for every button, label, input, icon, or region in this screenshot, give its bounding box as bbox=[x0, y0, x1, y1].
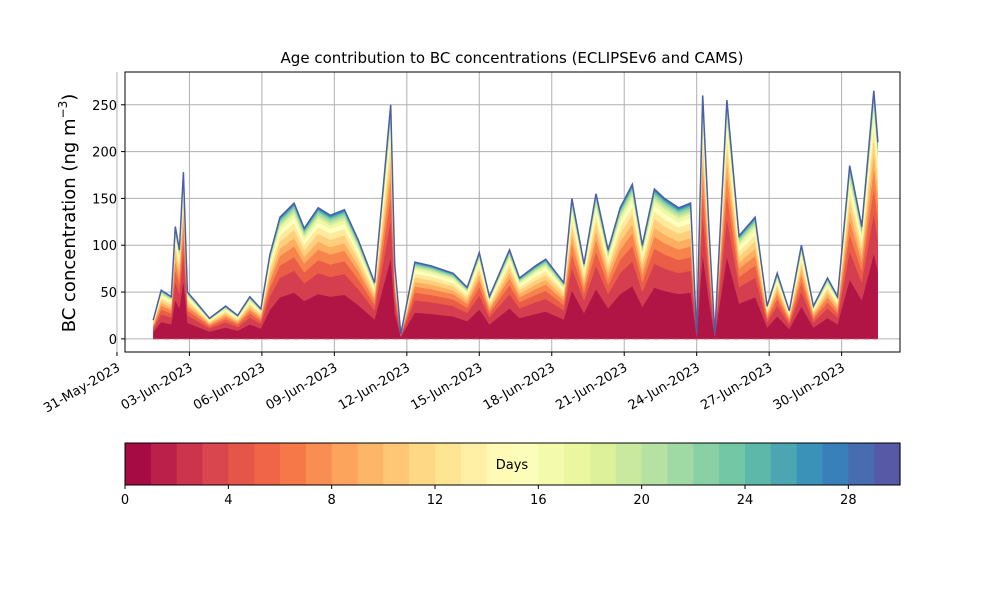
colorbar-swatch bbox=[822, 443, 849, 485]
colorbar-swatch bbox=[667, 443, 694, 485]
x-tick-label: 12-Jun-2023 bbox=[336, 360, 413, 413]
x-tick-label: 09-Jun-2023 bbox=[264, 360, 341, 413]
colorbar-swatch bbox=[693, 443, 720, 485]
colorbar-swatch bbox=[331, 443, 359, 485]
colorbar-tick-label: 8 bbox=[328, 493, 336, 508]
y-tick-label: 150 bbox=[92, 192, 117, 207]
colorbar-swatch bbox=[641, 443, 669, 485]
plot-frame bbox=[124, 71, 901, 353]
y-tick-label: 250 bbox=[92, 99, 117, 114]
x-tick-label: 21-Jun-2023 bbox=[553, 360, 630, 413]
x-tick-label: 30-Jun-2023 bbox=[771, 360, 848, 413]
x-tick-label: 27-Jun-2023 bbox=[698, 360, 775, 413]
colorbar-swatch bbox=[874, 443, 901, 485]
x-tick-label: 15-Jun-2023 bbox=[408, 360, 485, 413]
colorbar-swatch bbox=[848, 443, 875, 485]
y-axis-label: BC concentration (ng m−3) bbox=[56, 94, 80, 333]
y-tick-label: 0 bbox=[109, 333, 117, 348]
colorbar-frame bbox=[124, 442, 901, 486]
age-band-area bbox=[153, 254, 878, 339]
colorbar-swatch bbox=[176, 443, 204, 485]
colorbar-swatch bbox=[435, 443, 462, 485]
x-tick-label: 03-Jun-2023 bbox=[119, 360, 196, 413]
colorbar-tick-label: 16 bbox=[530, 493, 547, 508]
colorbar-tick-label: 24 bbox=[737, 493, 754, 508]
colorbar-swatch bbox=[538, 443, 565, 485]
y-axis-ticks: 0 50 100 150 200 250 bbox=[92, 99, 125, 348]
colorbar-swatch bbox=[357, 443, 384, 485]
colorbar-swatch bbox=[796, 443, 824, 485]
colorbar-swatch bbox=[719, 443, 746, 485]
y-tick-label: 100 bbox=[92, 239, 117, 254]
y-tick-label: 200 bbox=[92, 146, 117, 161]
colorbar-tick-label: 0 bbox=[121, 493, 129, 508]
x-axis-ticks: 31-May-202303-Jun-202306-Jun-202309-Jun-… bbox=[41, 352, 848, 416]
colorbar-tick-label: 28 bbox=[840, 493, 857, 508]
colorbar-ticks: 0 4 8 12 16 20 24 28 bbox=[121, 485, 857, 508]
colorbar-swatch bbox=[125, 443, 152, 485]
x-tick-label: 31-May-2023 bbox=[41, 360, 123, 416]
colorbar-swatch bbox=[150, 443, 178, 485]
colorbar-swatch bbox=[460, 443, 488, 485]
colorbar-swatch bbox=[254, 443, 281, 485]
colorbar-tick-label: 12 bbox=[427, 493, 444, 508]
colorbar-swatch bbox=[486, 443, 514, 485]
colorbar-label: Days bbox=[496, 458, 529, 473]
x-tick-label: 06-Jun-2023 bbox=[191, 360, 268, 413]
colorbar-swatch bbox=[770, 443, 798, 485]
colorbar-swatch bbox=[564, 443, 591, 485]
colorbar-swatch bbox=[202, 443, 229, 485]
y-tick-label: 50 bbox=[100, 286, 117, 301]
chart-title: Age contribution to BC concentrations (E… bbox=[281, 49, 744, 67]
y-axis-label-exponent: −3 bbox=[56, 101, 70, 119]
x-tick-label: 18-Jun-2023 bbox=[481, 360, 558, 413]
colorbar bbox=[125, 443, 901, 485]
colorbar-swatch bbox=[280, 443, 307, 485]
colorbar-swatch bbox=[512, 443, 539, 485]
colorbar-swatch bbox=[745, 443, 772, 485]
colorbar-swatch bbox=[228, 443, 255, 485]
colorbar-swatch bbox=[409, 443, 436, 485]
colorbar-swatch bbox=[383, 443, 410, 485]
y-axis-label-text: BC concentration (ng m bbox=[59, 118, 80, 332]
total-concentration-line bbox=[152, 90, 879, 335]
colorbar-swatch bbox=[615, 443, 643, 485]
colorbar-tick-label: 4 bbox=[224, 493, 232, 508]
x-tick-label: 24-Jun-2023 bbox=[626, 360, 703, 413]
colorbar-swatch bbox=[305, 443, 333, 485]
colorbar-swatch bbox=[590, 443, 617, 485]
y-axis-label-close: ) bbox=[59, 94, 80, 101]
age-stacked-areas bbox=[153, 90, 878, 340]
colorbar-tick-label: 20 bbox=[633, 493, 650, 508]
